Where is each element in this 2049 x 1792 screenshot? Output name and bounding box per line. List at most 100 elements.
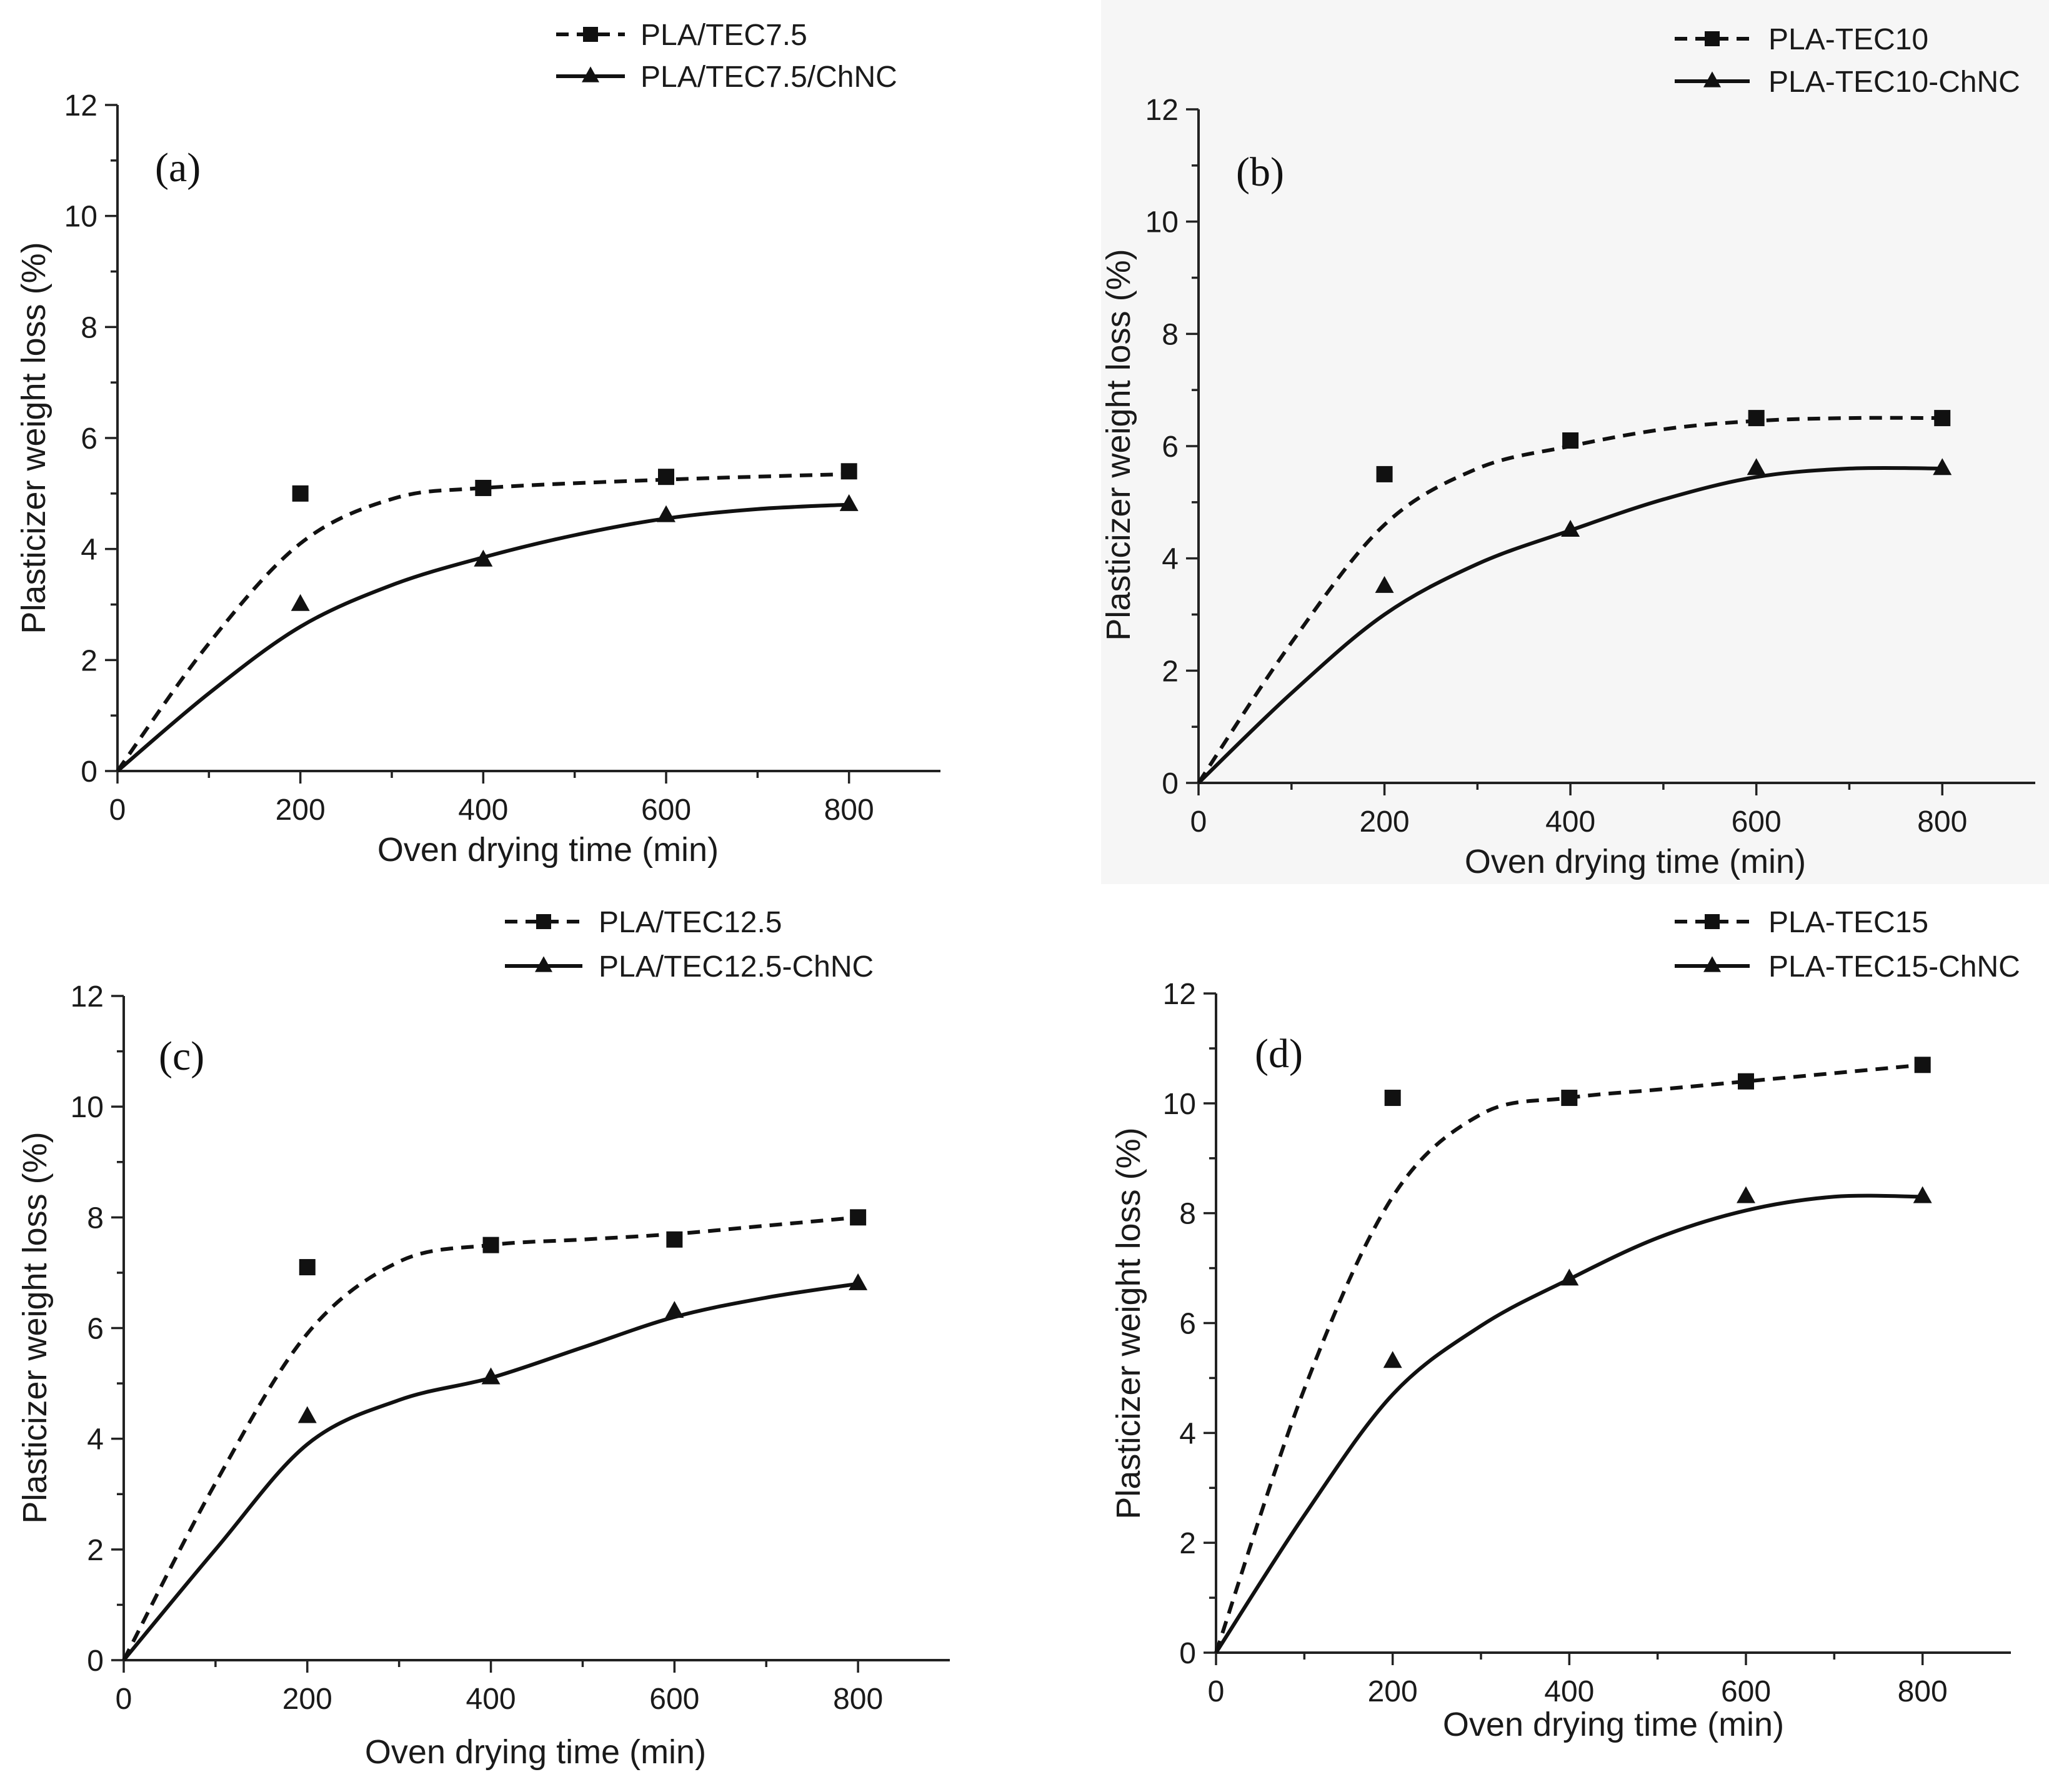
panel-c-legend-text-solid: PLA/TEC12.5-ChNC (599, 950, 874, 983)
panel-b-y-tick-label: 0 (1162, 767, 1179, 800)
panel-c-letter: (c) (159, 1033, 204, 1079)
panel-c-y-tick-label: 2 (87, 1534, 104, 1567)
panel-b-y-tick-label: 10 (1145, 206, 1179, 239)
panel-c-x-tick-label: 400 (466, 1683, 516, 1716)
panel-b-letter: (b) (1236, 149, 1284, 195)
panel-a-y-tick-label: 4 (81, 534, 97, 567)
panel-c-x-tick-label: 800 (833, 1683, 883, 1716)
panel-d-x-tick-label: 200 (1368, 1675, 1418, 1708)
panel-c-dashed-fit-line (122, 1215, 859, 1661)
panel-c-y-tick-label: 6 (87, 1313, 104, 1346)
panel-a-x-tick-label: 200 (276, 794, 326, 827)
panel-a-solid-point (474, 549, 493, 567)
panel-b-x-tick-label: 800 (1917, 805, 1967, 839)
panel-b-dashed-point (1934, 410, 1951, 427)
panel-d-solid-point (1560, 1268, 1579, 1286)
panel-d-dashed-point (1914, 1057, 1931, 1073)
panel-d-x-axis-label: Oven drying time (min) (1443, 1706, 1784, 1743)
panel-d-legend-marker-solid (1703, 956, 1721, 972)
panel-a-x-tick-label: 400 (458, 794, 508, 827)
panel-c-y-tick-label: 0 (87, 1645, 104, 1678)
panel-a-dashed-fit-line (116, 472, 849, 772)
panel-d-y-tick-label: 0 (1179, 1637, 1196, 1670)
panel-a-y-tick-label: 0 (81, 755, 97, 789)
panel-b: 0 2 4 6 8 10 12 0 200 400 600 800 Oven drying time (… (1100, 23, 2035, 880)
panel-a: 0 2 4 6 8 10 12 0 200 400 600 800 Oven drying time (… (15, 19, 940, 869)
panel-d-y-tick-label: 6 (1179, 1308, 1196, 1341)
panel-a-x-tick-label: 600 (641, 794, 691, 827)
panel-d-y-tick-label: 4 (1179, 1417, 1196, 1450)
panel-a-legend-marker-dashed (583, 27, 598, 42)
panel-d-y-tick-label: 2 (1179, 1527, 1196, 1560)
panel-b-y-tick-label: 6 (1162, 431, 1179, 464)
panel-a-dashed-point (475, 479, 492, 496)
panel-b-dashed-point (1748, 410, 1765, 427)
panel-d-legend-text-dashed: PLA-TEC15 (1768, 906, 1928, 939)
panel-d-dashed-fit-line (1214, 1063, 1923, 1653)
panel-b-y-tick-label: 12 (1145, 94, 1179, 127)
panel-c-y-tick-label: 12 (71, 980, 104, 1013)
panel-b-x-tick-label: 400 (1545, 805, 1595, 839)
panel-d-y-tick-label: 12 (1163, 978, 1196, 1011)
panel-c-x-tick-label: 0 (116, 1683, 132, 1716)
panel-d-solid-point (1913, 1186, 1932, 1203)
panel-d: 0 2 4 6 8 10 12 0 200 400 600 800 Oven drying time (… (1110, 906, 2020, 1743)
panel-d-solid-fit-line (1214, 1193, 1923, 1654)
panel-d-y-tick-label: 10 (1163, 1088, 1196, 1121)
panel-b-dashed-fit-line (1197, 416, 1943, 784)
panel-c-legend-marker-dashed (536, 914, 551, 929)
panel-b-y-tick-label: 4 (1162, 543, 1179, 576)
panel-d-letter: (d) (1255, 1031, 1303, 1077)
panel-a-dashed-point (840, 463, 857, 480)
panel-b-x-tick-label: 0 (1190, 805, 1207, 839)
panel-d-y-tick-label: 8 (1179, 1198, 1196, 1231)
panel-b-x-tick-label: 600 (1732, 805, 1782, 839)
panel-c-y-tick-label: 10 (71, 1091, 104, 1124)
panel-b-x-axis-label: Oven drying time (min) (1465, 843, 1806, 880)
panel-c-y-tick-label: 4 (87, 1423, 104, 1456)
panel-c-solid-point (481, 1367, 501, 1385)
panel-a-y-tick-label: 6 (81, 422, 97, 455)
panel-b-y-axis-label: Plasticizer weight loss (%) (1100, 249, 1137, 640)
panel-a-y-axis-label: Plasticizer weight loss (%) (15, 242, 52, 634)
panel-b-legend-marker-dashed (1705, 31, 1720, 46)
panel-a-dashed-point (658, 469, 674, 485)
panel-a-x-tick-label: 0 (109, 794, 126, 827)
panel-c-x-tick-label: 200 (282, 1683, 332, 1716)
panel-d-x-tick-label: 0 (1208, 1675, 1225, 1708)
panel-d-legend-text-solid: PLA-TEC15-ChNC (1768, 950, 2020, 983)
panel-c: 0 2 4 6 8 10 12 0 200 400 600 800 Oven drying time (… (16, 906, 950, 1771)
panel-c-legend-text-dashed: PLA/TEC12.5 (599, 906, 782, 939)
panel-b-y-tick-label: 8 (1162, 318, 1179, 351)
panel-b-solid-point (1747, 458, 1766, 475)
panel-c-y-axis-label: Plasticizer weight loss (%) (16, 1132, 54, 1523)
panel-a-solid-point (839, 494, 859, 511)
panel-d-x-tick-label: 800 (1898, 1675, 1948, 1708)
panel-c-dashed-point (850, 1209, 867, 1226)
panel-a-legend-text-dashed: PLA/TEC7.5 (641, 19, 807, 52)
panel-a-x-axis-label: Oven drying time (min) (377, 831, 719, 869)
panel-c-dashed-point (666, 1231, 683, 1248)
panel-a-y-tick-label: 12 (64, 89, 97, 122)
panel-c-x-axis-label: Oven drying time (min) (365, 1733, 706, 1771)
panel-d-solid-point (1383, 1351, 1402, 1368)
panel-a-letter: (a) (155, 145, 201, 191)
panel-d-dashed-point (1561, 1090, 1578, 1107)
panel-c-x-tick-label: 600 (649, 1683, 699, 1716)
panel-c-solid-point (849, 1273, 868, 1290)
panel-b-solid-point (1375, 575, 1394, 593)
panel-a-dashed-point (292, 485, 309, 502)
panel-c-legend-marker-solid (535, 956, 552, 972)
panel-b-solid-point (1561, 520, 1580, 537)
panel-a-legend-marker-solid (582, 66, 599, 82)
panel-a-y-tick-label: 2 (81, 644, 97, 677)
panel-a-x-tick-label: 800 (824, 794, 874, 827)
panel-a-legend-text-solid: PLA/TEC7.5/ChNC (641, 61, 897, 94)
panel-d-x-tick-label: 600 (1721, 1675, 1771, 1708)
panel-c-dashed-point (482, 1237, 499, 1253)
panel-a-solid-point (291, 594, 310, 611)
panel-d-solid-point (1737, 1186, 1755, 1203)
panel-b-y-tick-label: 2 (1162, 655, 1179, 688)
panel-b-x-tick-label: 200 (1360, 805, 1410, 839)
panel-d-y-axis-label: Plasticizer weight loss (%) (1110, 1127, 1147, 1519)
